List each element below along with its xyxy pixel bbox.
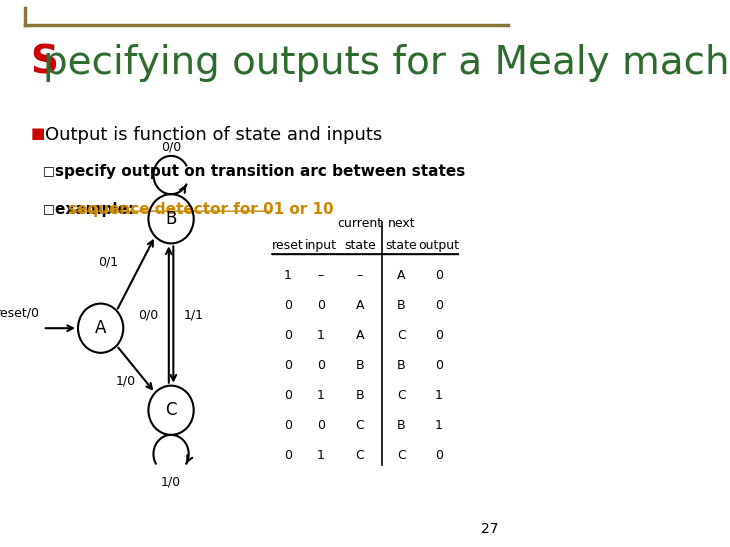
Text: state: state	[344, 238, 376, 252]
Text: reset/0: reset/0	[0, 307, 40, 320]
Text: B: B	[397, 420, 406, 432]
Text: B: B	[397, 299, 406, 312]
Text: 0: 0	[317, 420, 325, 432]
Text: 1/0: 1/0	[161, 476, 181, 489]
Text: state: state	[385, 238, 417, 252]
Text: □: □	[43, 202, 55, 216]
Text: 0: 0	[317, 299, 325, 312]
Text: 1/1: 1/1	[184, 308, 204, 321]
Text: 0: 0	[435, 450, 443, 462]
Text: 1: 1	[435, 420, 443, 432]
Text: next: next	[388, 217, 415, 230]
Text: 0: 0	[284, 329, 292, 342]
Text: B: B	[166, 210, 177, 228]
Text: A: A	[356, 329, 364, 342]
Text: 0: 0	[284, 420, 292, 432]
Text: C: C	[397, 389, 406, 402]
Text: –: –	[318, 269, 324, 282]
Text: 0: 0	[284, 450, 292, 462]
Text: ■: ■	[30, 126, 45, 141]
Text: B: B	[356, 389, 364, 402]
Text: 0/0: 0/0	[161, 140, 181, 153]
Text: 0: 0	[284, 299, 292, 312]
Text: 1: 1	[435, 389, 443, 402]
Text: specify output on transition arc between states: specify output on transition arc between…	[55, 164, 466, 179]
Text: 0: 0	[435, 269, 443, 282]
Text: B: B	[397, 359, 406, 372]
Text: A: A	[95, 319, 107, 337]
Text: 0: 0	[317, 359, 325, 372]
Text: reset: reset	[272, 238, 304, 252]
Text: 0: 0	[435, 329, 443, 342]
Text: 0: 0	[435, 359, 443, 372]
Text: S: S	[30, 44, 58, 82]
Text: 1: 1	[317, 389, 325, 402]
Text: 0/0: 0/0	[138, 308, 158, 321]
Text: sequence detector for 01 or 10: sequence detector for 01 or 10	[68, 202, 334, 217]
Text: C: C	[165, 401, 177, 419]
Text: 0: 0	[435, 299, 443, 312]
Text: 1: 1	[284, 269, 292, 282]
Text: output: output	[418, 238, 459, 252]
Text: 27: 27	[480, 522, 498, 536]
Text: –: –	[357, 269, 363, 282]
Text: Output is function of state and inputs: Output is function of state and inputs	[45, 126, 383, 144]
Text: 0: 0	[284, 389, 292, 402]
Text: B: B	[356, 359, 364, 372]
Text: 1: 1	[317, 450, 325, 462]
Text: 0/1: 0/1	[98, 255, 118, 268]
Text: 0: 0	[284, 359, 292, 372]
Text: □: □	[43, 164, 55, 177]
Text: A: A	[356, 299, 364, 312]
Text: 1: 1	[317, 329, 325, 342]
Text: C: C	[397, 450, 406, 462]
Text: 1/0: 1/0	[116, 375, 136, 388]
Text: A: A	[397, 269, 406, 282]
Text: C: C	[397, 329, 406, 342]
Text: pecifying outputs for a Mealy machine: pecifying outputs for a Mealy machine	[43, 44, 730, 82]
Text: C: C	[356, 450, 364, 462]
Text: input: input	[304, 238, 337, 252]
Text: C: C	[356, 420, 364, 432]
Text: current: current	[337, 217, 383, 230]
Text: example:: example:	[55, 202, 139, 217]
